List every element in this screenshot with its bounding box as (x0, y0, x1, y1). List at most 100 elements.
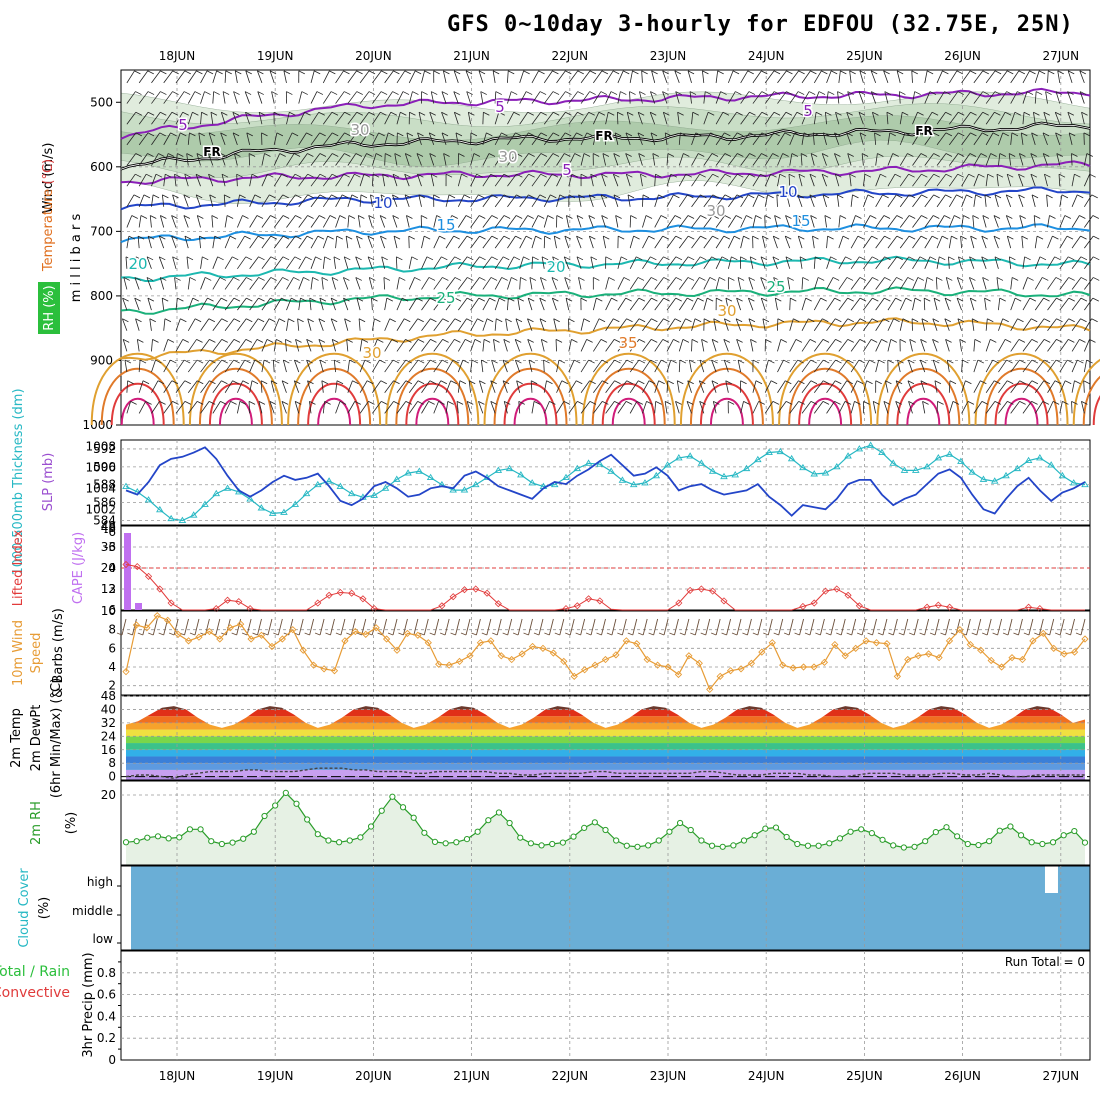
wind-barb (629, 91, 631, 104)
wind-barb (948, 236, 952, 249)
wind-barb-flag (810, 401, 818, 405)
rh-point (847, 828, 854, 835)
wind-barb-flag (380, 91, 388, 95)
wind-barb (494, 256, 504, 270)
wind-speed-point (820, 658, 829, 666)
wind-barb-flag (839, 215, 847, 219)
surface-wind-barb (538, 618, 544, 636)
wind-barb-flag (608, 111, 615, 116)
day-label-bottom: 27JUN (1043, 1069, 1080, 1083)
wind-barb (961, 173, 970, 187)
boundary-layer-contour (1082, 375, 1100, 426)
wind-barb-flag (908, 215, 916, 219)
wind-barb-flag (167, 339, 175, 343)
wind-barb (711, 359, 717, 373)
isotherm-10 (120, 186, 1091, 211)
wind-barb-flag (314, 70, 321, 75)
wind-barb (629, 277, 639, 290)
wind-barb-flag (538, 70, 545, 75)
wind-barb-flag (1055, 277, 1063, 281)
wind-barb-flag (977, 359, 985, 364)
wind-barb-flag (318, 111, 325, 116)
wind-barb (137, 236, 140, 249)
wind-barb-flag (184, 70, 191, 75)
wind-barb-flag (428, 401, 435, 405)
wind-barb (445, 380, 452, 393)
thickness-point (404, 469, 412, 476)
wind-barb (543, 132, 554, 146)
wind-barb (210, 112, 214, 125)
wind-barb (322, 91, 332, 104)
wind-barb (605, 380, 615, 393)
wind-barb (961, 401, 969, 414)
wind-barb (617, 318, 627, 331)
wind-barb (273, 277, 283, 290)
wind-barb-flag (453, 235, 460, 240)
wind-barb (662, 112, 668, 125)
wind-barb-flag (196, 359, 204, 364)
wind-barb (237, 256, 247, 270)
wind-barb-flag (1004, 339, 1012, 343)
surface-wind-barb (934, 618, 940, 636)
temp-axis-label-b: 2m DewPt (29, 705, 44, 772)
wind-barb-flag (491, 194, 498, 199)
thickness-point (1069, 479, 1078, 486)
thickness-point (280, 508, 288, 515)
wind-barb (457, 256, 468, 270)
wind-barb (875, 359, 880, 373)
wind-barb-flag (981, 256, 988, 261)
thickness-point (990, 477, 999, 484)
wind-barb (359, 401, 369, 414)
wind-barb (946, 360, 950, 373)
wind-barb (728, 91, 736, 104)
wind-barb-flag (1068, 70, 1075, 75)
wind-barb-flag (324, 256, 331, 261)
wind-barb-flag (720, 91, 727, 95)
wind-barb-flag (158, 153, 165, 157)
wind-barb (418, 194, 422, 207)
wind-barb (1071, 318, 1081, 331)
wind-barb-flag (196, 70, 203, 75)
wind-barb-flag (752, 359, 760, 364)
wind-barb (899, 153, 908, 166)
wind-speed-point (883, 640, 891, 648)
wind-barb-flag (381, 70, 388, 75)
wind-barb-flag (1061, 194, 1069, 199)
wind-barb (1071, 153, 1073, 166)
wind-barb (605, 297, 612, 311)
wind-barb (748, 277, 754, 290)
wind-barb-flag (670, 359, 677, 364)
wind-barb-flag (221, 359, 228, 364)
surface-wind-barb (173, 618, 179, 636)
wind-barb-flag (220, 153, 227, 157)
wind-barb (711, 339, 717, 352)
wind-barb (384, 380, 394, 393)
wind-barb-flag (933, 153, 940, 157)
wind-barb-flag (258, 111, 266, 116)
wind-barb (322, 132, 333, 146)
wind-barb (126, 215, 133, 228)
wind-barb-flag (221, 318, 228, 323)
wind-barb (408, 277, 415, 290)
wind-barb (1084, 235, 1094, 249)
wind-barb (382, 174, 386, 187)
wind-barb (126, 194, 135, 208)
wind-barb (124, 360, 128, 373)
wind-barb-flag (343, 277, 350, 281)
wind-barb-flag (221, 380, 228, 385)
wind-barb-flag (706, 297, 714, 302)
wind-barb (932, 359, 938, 373)
wind-barb (236, 215, 243, 228)
wind-barb-flag (464, 194, 471, 199)
wind-barb (568, 153, 575, 166)
surface-wind-barb-flag (168, 632, 175, 636)
wind-barb (507, 194, 517, 208)
wind-barb-flag (159, 235, 166, 240)
li-line (125, 564, 1085, 611)
wind-barb (601, 215, 606, 228)
wind-barb-flag (805, 297, 812, 302)
wind-barb-flag (180, 132, 187, 137)
wind-barb (453, 112, 459, 125)
wind-speed-point (914, 652, 922, 660)
wind-barb-flag (994, 256, 1002, 261)
